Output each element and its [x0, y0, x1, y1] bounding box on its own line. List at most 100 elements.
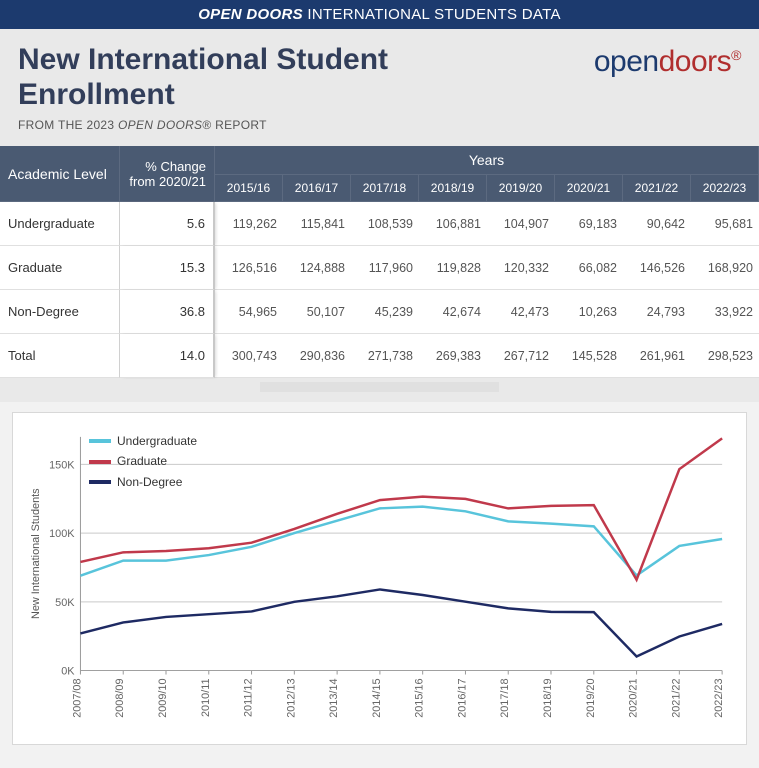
svg-text:2018/19: 2018/19	[542, 678, 554, 717]
page-banner: OPEN DOORS INTERNATIONAL STUDENTS DATA	[0, 0, 759, 29]
legend-label: Undergraduate	[117, 431, 197, 451]
legend-label: Graduate	[117, 451, 167, 471]
cell-value: 120,332	[487, 246, 555, 290]
col-years: Years	[215, 146, 759, 175]
svg-text:0K: 0K	[61, 666, 75, 678]
banner-prefix: OPEN DOORS	[198, 6, 303, 23]
legend-swatch	[89, 439, 111, 443]
cell-value: 42,674	[419, 290, 487, 334]
svg-text:2014/15: 2014/15	[371, 678, 383, 717]
cell-value: 45,239	[351, 290, 419, 334]
cell-value: 124,888	[283, 246, 351, 290]
cell-value: 50,107	[283, 290, 351, 334]
opendoors-logo: opendoors®	[594, 43, 741, 79]
cell-value: 115,841	[283, 202, 351, 246]
svg-text:2017/18: 2017/18	[499, 678, 511, 717]
cell-value: 271,738	[351, 334, 419, 378]
row-pct: 14.0	[120, 334, 215, 378]
row-label: Non-Degree	[0, 290, 120, 334]
cell-value: 126,516	[215, 246, 283, 290]
row-label: Total	[0, 334, 120, 378]
cell-value: 108,539	[351, 202, 419, 246]
cell-value: 146,526	[623, 246, 691, 290]
chart-legend: UndergraduateGraduateNon-Degree	[89, 431, 197, 492]
cell-value: 267,712	[487, 334, 555, 378]
cell-value: 269,383	[419, 334, 487, 378]
cell-value: 90,642	[623, 202, 691, 246]
col-pct-change: % Change from 2020/21	[120, 146, 215, 202]
logo-mark: ®	[731, 47, 741, 63]
svg-text:New International Students: New International Students	[30, 488, 42, 619]
row-pct: 5.6	[120, 202, 215, 246]
row-pct: 36.8	[120, 290, 215, 334]
svg-text:2008/09: 2008/09	[114, 678, 126, 717]
logo-doors: doors	[659, 45, 732, 78]
cell-value: 10,263	[555, 290, 623, 334]
cell-value: 261,961	[623, 334, 691, 378]
col-year: 2021/22	[623, 175, 691, 202]
cell-value: 168,920	[691, 246, 759, 290]
table-row: Undergraduate5.6119,262115,841108,539106…	[0, 202, 759, 246]
logo-open: open	[594, 45, 659, 78]
svg-text:150K: 150K	[49, 459, 75, 471]
col-year: 2015/16	[215, 175, 283, 202]
legend-item: Graduate	[89, 451, 197, 471]
cell-value: 42,473	[487, 290, 555, 334]
col-year: 2019/20	[487, 175, 555, 202]
cell-value: 298,523	[691, 334, 759, 378]
legend-swatch	[89, 480, 111, 484]
col-year: 2018/19	[419, 175, 487, 202]
svg-text:2011/12: 2011/12	[243, 678, 255, 717]
cell-value: 33,922	[691, 290, 759, 334]
header-row: New International Student Enrollment ope…	[0, 29, 759, 118]
svg-text:2013/14: 2013/14	[328, 678, 340, 717]
banner-rest: INTERNATIONAL STUDENTS DATA	[303, 6, 561, 23]
col-year: 2017/18	[351, 175, 419, 202]
data-table-wrap: Academic Level % Change from 2020/21 Yea…	[0, 146, 759, 402]
cell-value: 66,082	[555, 246, 623, 290]
svg-text:100K: 100K	[49, 528, 75, 540]
svg-text:2012/13: 2012/13	[285, 678, 297, 717]
svg-text:2020/21: 2020/21	[628, 678, 640, 717]
row-pct: 15.3	[120, 246, 215, 290]
row-label: Undergraduate	[0, 202, 120, 246]
svg-text:2019/20: 2019/20	[585, 678, 597, 717]
cell-value: 145,528	[555, 334, 623, 378]
cell-value: 54,965	[215, 290, 283, 334]
col-year: 2016/17	[283, 175, 351, 202]
svg-text:2016/17: 2016/17	[456, 678, 468, 717]
legend-item: Non-Degree	[89, 472, 197, 492]
svg-text:2021/22: 2021/22	[670, 678, 682, 717]
page-title: New International Student Enrollment	[18, 43, 438, 112]
cell-value: 119,828	[419, 246, 487, 290]
page-subtitle: FROM THE 2023 OPEN DOORS® REPORT	[0, 118, 759, 146]
legend-label: Non-Degree	[117, 472, 182, 492]
svg-text:2007/08: 2007/08	[71, 678, 83, 717]
cell-value: 104,907	[487, 202, 555, 246]
legend-swatch	[89, 460, 111, 464]
svg-text:2009/10: 2009/10	[157, 678, 169, 717]
col-year: 2020/21	[555, 175, 623, 202]
cell-value: 69,183	[555, 202, 623, 246]
table-row: Non-Degree36.854,96550,10745,23942,67442…	[0, 290, 759, 334]
row-label: Graduate	[0, 246, 120, 290]
cell-value: 300,743	[215, 334, 283, 378]
table-row: Total14.0300,743290,836271,738269,383267…	[0, 334, 759, 378]
svg-text:50K: 50K	[55, 597, 75, 609]
data-table: Academic Level % Change from 2020/21 Yea…	[0, 146, 759, 378]
svg-text:2022/23: 2022/23	[713, 678, 725, 717]
cell-value: 290,836	[283, 334, 351, 378]
cell-value: 95,681	[691, 202, 759, 246]
legend-item: Undergraduate	[89, 431, 197, 451]
svg-text:2015/16: 2015/16	[414, 678, 426, 717]
col-year: 2022/23	[691, 175, 759, 202]
line-chart-panel: UndergraduateGraduateNon-Degree 0K 50K 100…	[12, 412, 747, 745]
cell-value: 117,960	[351, 246, 419, 290]
cell-value: 119,262	[215, 202, 283, 246]
col-academic-level: Academic Level	[0, 146, 120, 202]
cell-value: 106,881	[419, 202, 487, 246]
table-row: Graduate15.3126,516124,888117,960119,828…	[0, 246, 759, 290]
horizontal-scrollbar[interactable]	[260, 382, 499, 392]
cell-value: 24,793	[623, 290, 691, 334]
svg-text:2010/11: 2010/11	[200, 678, 212, 717]
